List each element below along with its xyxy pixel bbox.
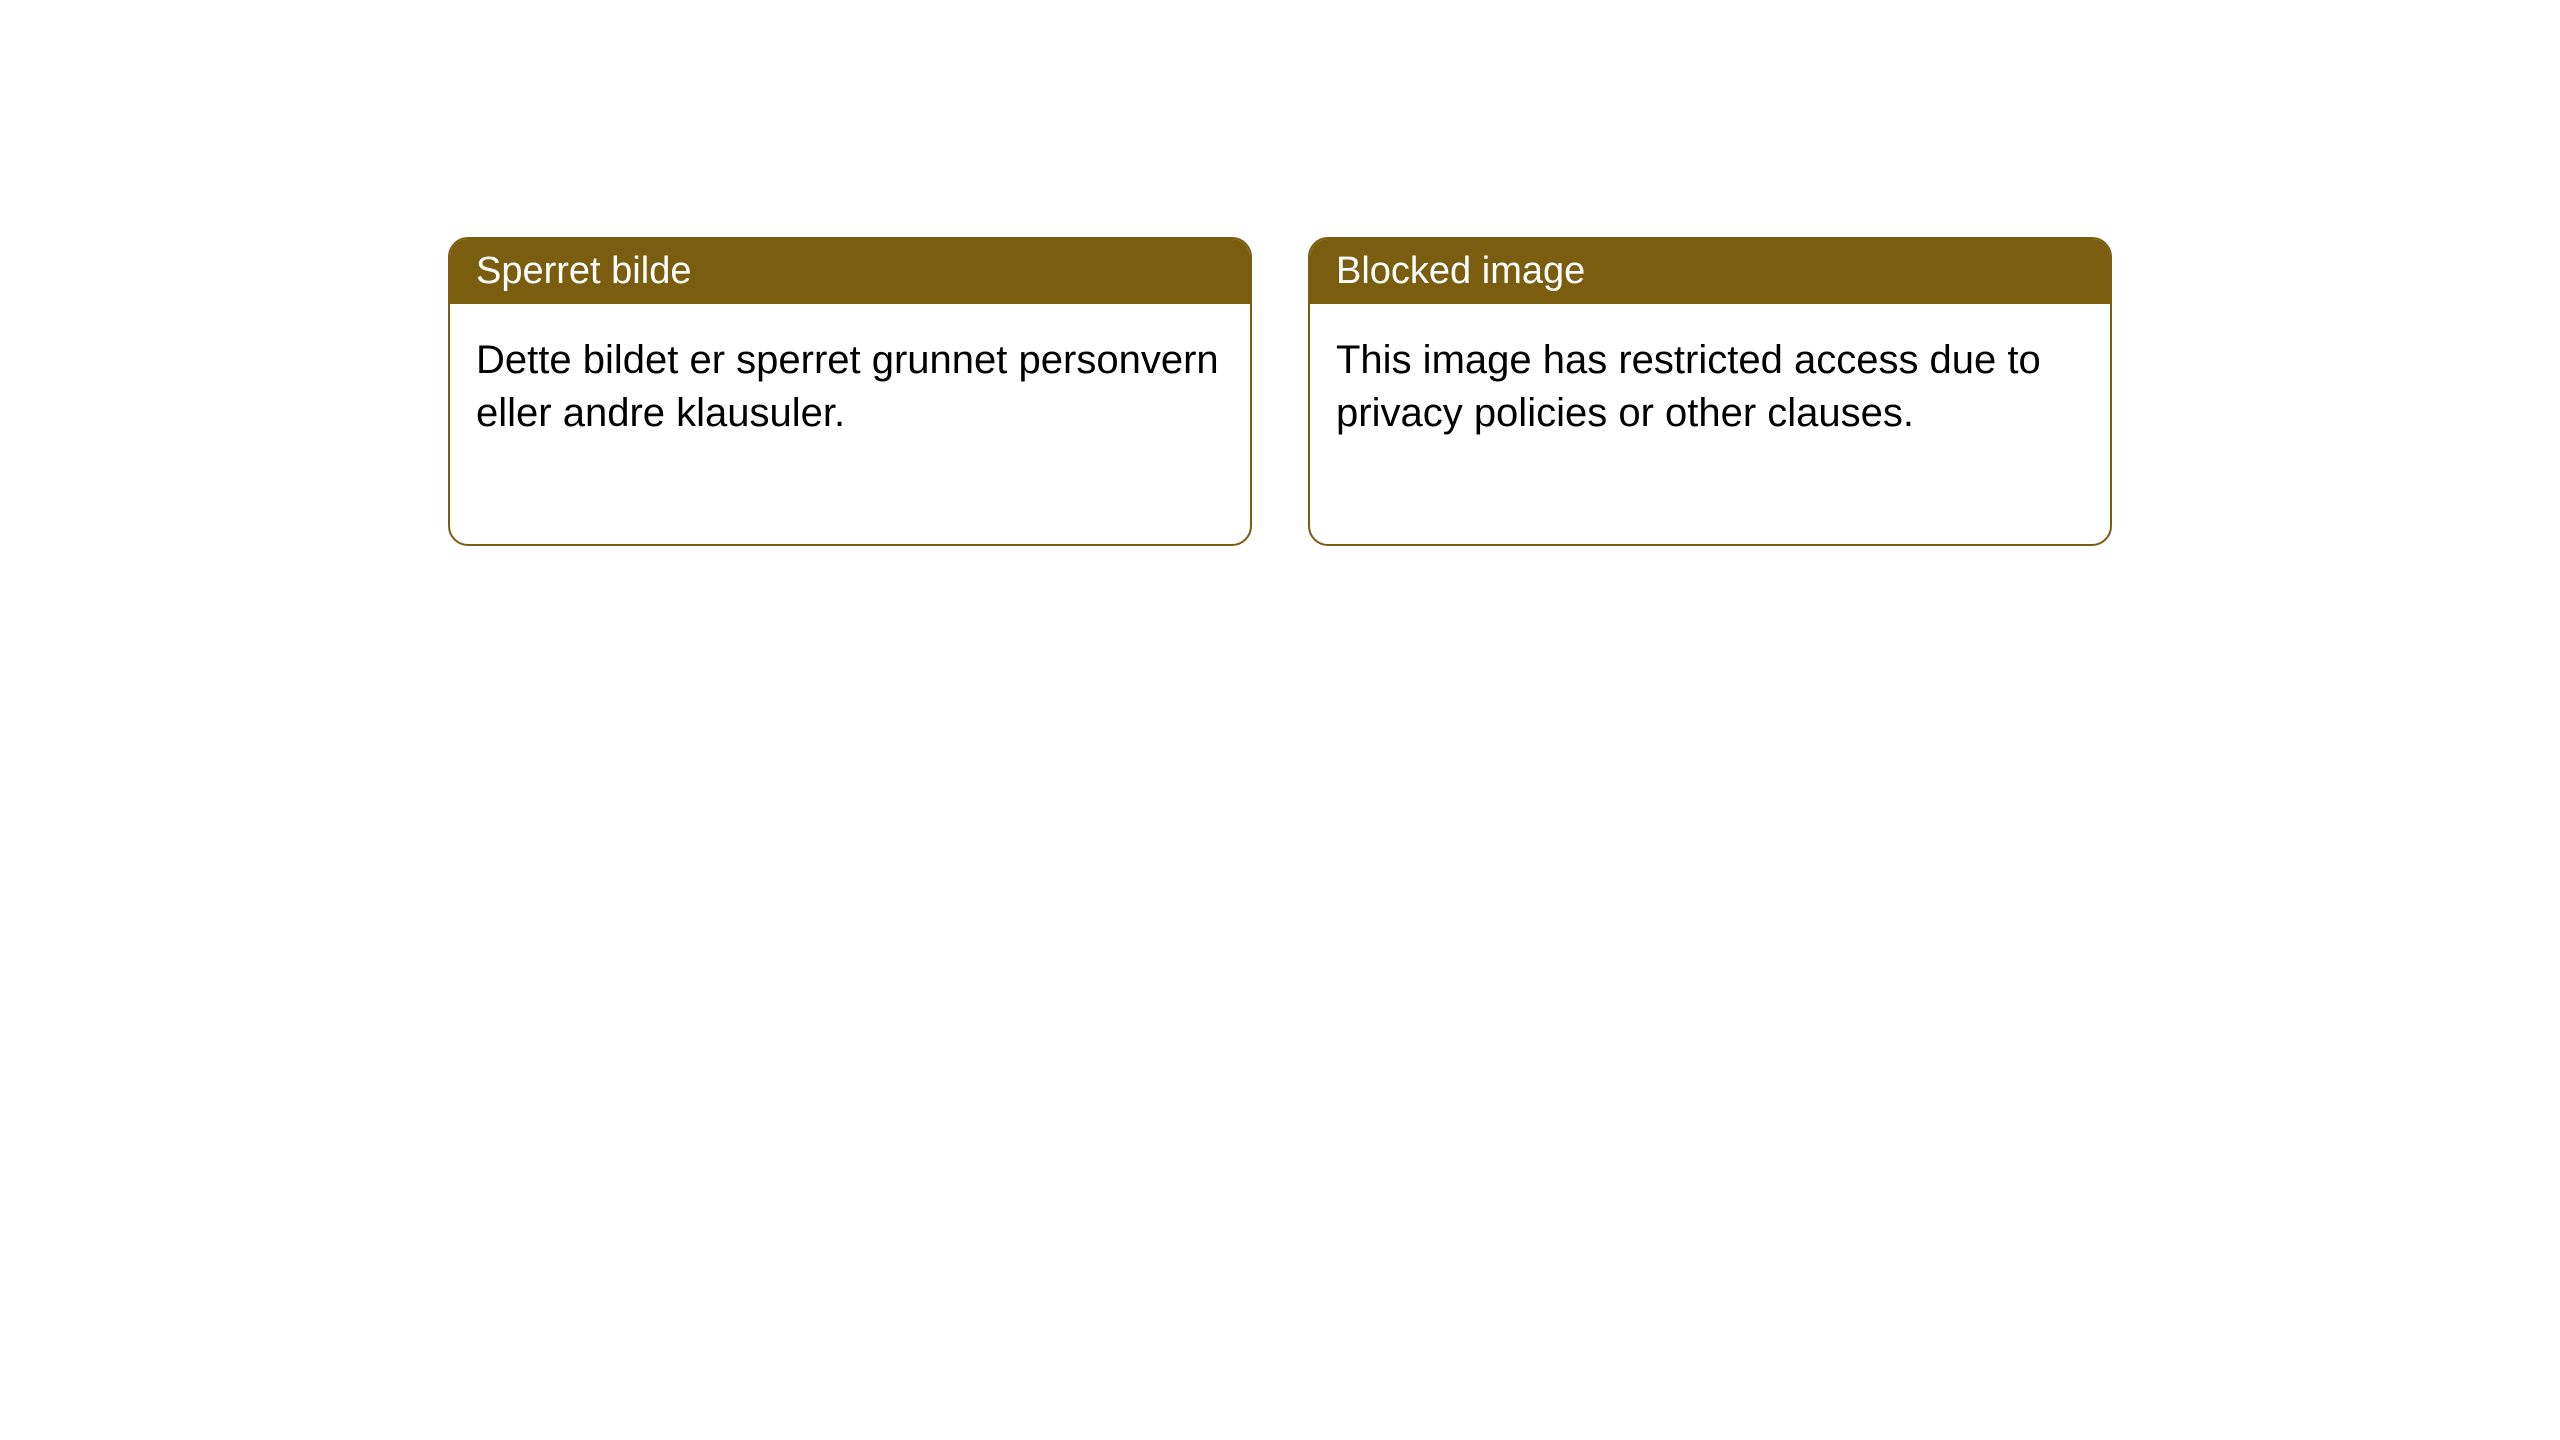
notice-title: Sperret bilde [476,250,691,292]
notice-box-english: Blocked image This image has restricted … [1308,237,2112,546]
notice-body-text: This image has restricted access due to … [1336,338,2041,435]
notice-body: This image has restricted access due to … [1310,304,2110,544]
notice-header: Blocked image [1310,239,2110,304]
notice-header: Sperret bilde [450,239,1250,304]
notice-title: Blocked image [1336,250,1585,292]
notice-box-norwegian: Sperret bilde Dette bildet er sperret gr… [448,237,1252,546]
notice-body: Dette bildet er sperret grunnet personve… [450,304,1250,544]
notice-container: Sperret bilde Dette bildet er sperret gr… [448,237,2112,546]
notice-body-text: Dette bildet er sperret grunnet personve… [476,338,1219,435]
